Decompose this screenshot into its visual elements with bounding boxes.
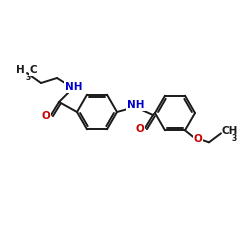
Text: 3: 3 (26, 73, 31, 82)
Text: H: H (16, 65, 25, 75)
Text: C: C (30, 65, 38, 75)
Text: O: O (136, 124, 144, 134)
Text: CH: CH (222, 126, 238, 136)
Text: O: O (42, 111, 50, 121)
Text: NH: NH (127, 100, 145, 110)
Text: O: O (194, 134, 202, 144)
Text: 3: 3 (232, 134, 237, 143)
Text: NH: NH (65, 82, 83, 92)
